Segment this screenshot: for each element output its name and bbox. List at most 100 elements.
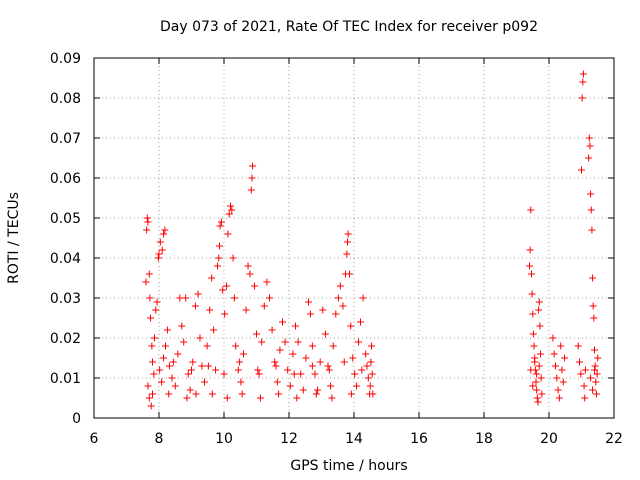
- data-point: [145, 270, 153, 278]
- data-point: [589, 274, 597, 282]
- data-point: [574, 342, 582, 350]
- x-tick-label: 6: [90, 431, 99, 447]
- data-point: [174, 350, 182, 358]
- data-point: [538, 390, 546, 398]
- data-point: [552, 362, 559, 370]
- data-point: [357, 318, 364, 326]
- data-point: [144, 218, 152, 226]
- data-point: [220, 370, 228, 378]
- x-tick-label: 12: [280, 431, 298, 447]
- data-point: [214, 262, 221, 270]
- data-point: [353, 382, 361, 390]
- data-point: [305, 298, 312, 306]
- data-point: [248, 174, 256, 182]
- data-point: [153, 298, 161, 306]
- data-point: [368, 370, 376, 378]
- data-points: [142, 70, 602, 410]
- data-point: [188, 366, 195, 374]
- data-point: [527, 270, 535, 278]
- data-point: [208, 390, 216, 398]
- data-point: [191, 302, 199, 310]
- data-point: [585, 134, 593, 142]
- data-point: [192, 390, 200, 398]
- data-point: [237, 378, 245, 386]
- data-point: [319, 306, 327, 314]
- data-point: [527, 206, 535, 214]
- data-point: [272, 362, 280, 370]
- data-point: [292, 322, 299, 330]
- data-point: [219, 286, 227, 294]
- data-point: [312, 390, 320, 398]
- data-point: [256, 394, 264, 402]
- data-point: [529, 330, 537, 338]
- data-point: [577, 370, 585, 378]
- x-tick-label: 8: [155, 431, 164, 447]
- y-tick-label: 0.06: [50, 171, 81, 187]
- grid: [94, 58, 614, 418]
- data-point: [343, 250, 351, 258]
- data-point: [347, 390, 355, 398]
- data-point: [247, 186, 255, 194]
- data-point: [263, 278, 271, 286]
- data-point: [156, 238, 164, 246]
- data-point: [297, 370, 305, 378]
- data-point: [592, 390, 600, 398]
- data-point: [336, 282, 344, 290]
- data-point: [236, 358, 244, 366]
- y-tick-label: 0.05: [50, 211, 81, 227]
- data-point: [530, 342, 538, 350]
- data-point: [268, 326, 276, 334]
- data-point: [251, 282, 259, 290]
- data-point: [255, 370, 263, 378]
- data-point: [579, 78, 587, 86]
- data-point: [221, 310, 229, 318]
- data-point: [558, 366, 566, 374]
- y-tick-label: 0.03: [50, 291, 81, 307]
- x-tick-label: 10: [215, 431, 233, 447]
- data-point: [196, 334, 204, 342]
- data-point: [147, 314, 155, 322]
- data-point: [533, 394, 541, 402]
- y-tick-label: 0.02: [50, 331, 81, 347]
- x-tick-labels: 6 8 10 12 14 16 18 20 22: [90, 431, 623, 447]
- data-point: [550, 350, 558, 358]
- data-point: [249, 162, 257, 170]
- data-point: [594, 354, 602, 362]
- data-point: [224, 230, 232, 238]
- data-point: [186, 386, 194, 394]
- data-point: [311, 370, 319, 378]
- data-point: [180, 338, 188, 346]
- data-point: [147, 402, 155, 410]
- data-point: [149, 390, 156, 398]
- data-point: [587, 206, 595, 214]
- data-point: [143, 214, 151, 222]
- data-point: [225, 210, 233, 218]
- data-point: [592, 378, 600, 386]
- data-point: [531, 358, 539, 366]
- data-point: [215, 254, 223, 262]
- data-point: [325, 366, 333, 374]
- data-point: [553, 374, 561, 382]
- data-point: [535, 362, 543, 370]
- data-point: [156, 366, 164, 374]
- data-point: [364, 374, 372, 382]
- data-point: [184, 370, 192, 378]
- data-point: [587, 190, 595, 198]
- data-point: [210, 326, 218, 334]
- data-point: [165, 362, 173, 370]
- data-point: [271, 358, 279, 366]
- data-point: [328, 394, 336, 402]
- data-point: [359, 294, 367, 302]
- data-point: [588, 226, 596, 234]
- data-point: [189, 358, 197, 366]
- data-point: [273, 378, 281, 386]
- data-point: [369, 390, 377, 398]
- data-point: [537, 374, 545, 382]
- data-point: [534, 398, 542, 406]
- data-point: [526, 246, 534, 254]
- data-point: [591, 346, 598, 354]
- data-point: [183, 394, 191, 402]
- data-point: [332, 310, 340, 318]
- data-point: [345, 270, 353, 278]
